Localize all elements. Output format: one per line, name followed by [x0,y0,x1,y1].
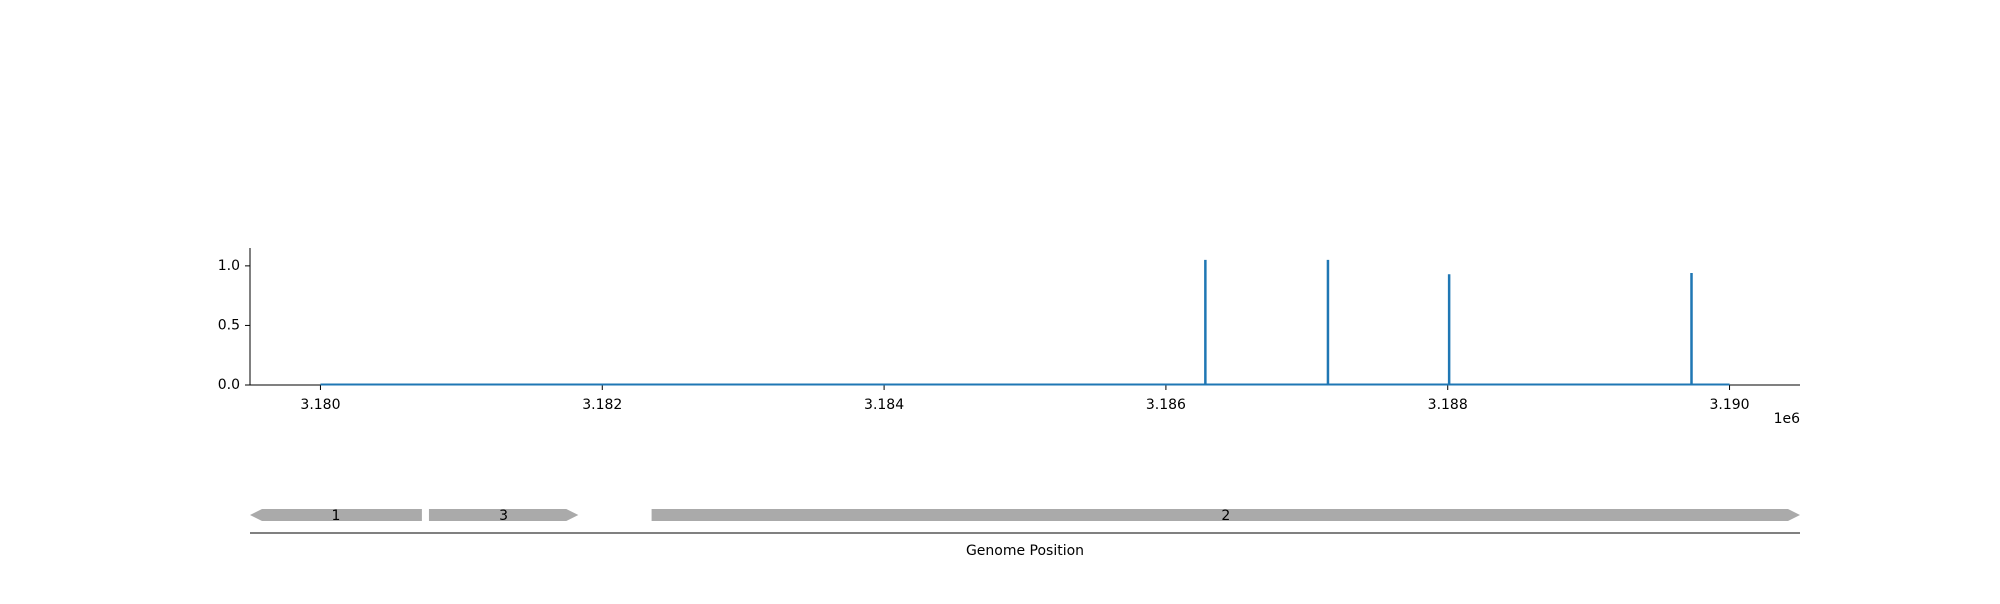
signal-series [320,259,1730,386]
x-tick-label: 3.186 [1146,397,1186,413]
x-tick-label: 3.184 [864,397,904,413]
signal-plot: 0.0 0.5 1.0 3.180 3.182 3.184 3.186 3.188 3.190… [218,248,1800,427]
y-tick-label: 0.5 [218,317,240,333]
gene-label: 3 [499,508,508,524]
gene-arrows: 1 3 2 [250,508,1801,524]
y-tick-label: 0.0 [218,377,240,393]
x-offset-label: 1e6 [1774,411,1801,427]
x-tick-label: 3.188 [1428,397,1468,413]
y-axis-ticks: 0.0 0.5 1.0 [218,258,250,393]
x-tick-label: 3.190 [1709,397,1749,413]
gene-track: 1 3 2 Genome Position [250,508,1801,559]
gene-arrow [651,509,1801,521]
gene-arrow [250,509,422,521]
x-tick-label: 3.182 [582,397,622,413]
gene-label: 1 [331,508,340,524]
track-x-label: Genome Position [966,543,1084,559]
x-tick-label: 3.180 [300,397,340,413]
x-axis-ticks: 3.180 3.182 3.184 3.186 3.188 3.190 [300,385,1750,413]
y-tick-label: 1.0 [218,258,240,274]
gene-label: 2 [1221,508,1230,524]
gene-arrow [428,509,579,521]
